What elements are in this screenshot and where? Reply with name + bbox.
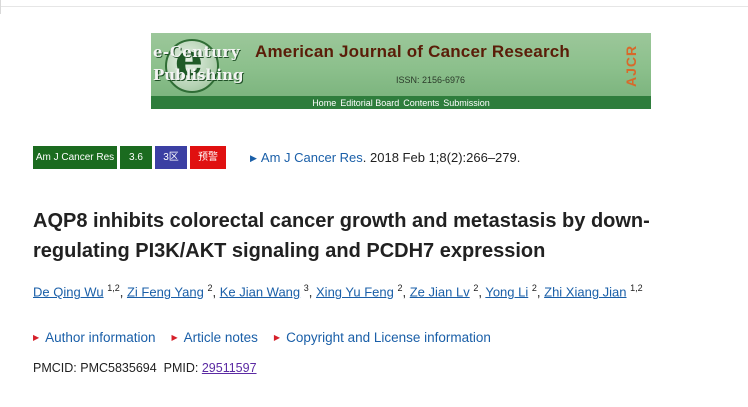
author-link[interactable]: De Qing Wu (33, 284, 104, 300)
banner-band (151, 33, 651, 96)
publisher-logo-icon (165, 39, 219, 93)
author-affiliation: 1,2 (107, 283, 120, 293)
citation-line: ▶ Am J Cancer Res. 2018 Feb 1;8(2):266–27… (250, 150, 520, 165)
author-separator: , (402, 284, 410, 300)
author-information-label: Author information (45, 330, 156, 345)
author-affiliation: 2 (207, 283, 213, 293)
journal-issn: ISSN: 2156-6976 (396, 75, 466, 85)
triangle-right-icon: ▶ (250, 153, 257, 163)
banner-nav-contents[interactable]: Contents (403, 97, 440, 108)
author-link[interactable]: Xing Yu Feng (316, 284, 394, 300)
banner-nav-editorial-board[interactable]: Editorial Board (340, 97, 400, 108)
journal-title: American Journal of Cancer Research (255, 42, 571, 61)
copyright-license-toggle[interactable]: ▶ Copyright and License information (274, 330, 491, 345)
author-separator: , (478, 284, 486, 300)
article-title: AQP8 inhibits colorectal cancer growth a… (33, 210, 650, 262)
journal-badges: Am J Cancer Res 3.6 3区 预警 (33, 146, 226, 169)
journal-abbrev-mark: AJCR (623, 44, 639, 88)
banner-nav: Home Editorial Board Contents Submission (151, 96, 651, 109)
publisher-name-line2: Publishing (153, 66, 244, 84)
author-link[interactable]: Ke Jian Wang (219, 284, 301, 300)
pmid-link[interactable]: 29511597 (201, 361, 257, 375)
pmcid-label: PMCID: (33, 361, 81, 375)
author-link[interactable]: Zi Feng Yang (126, 284, 204, 300)
journal-banner[interactable]: e e-Century Publishing American Journal … (151, 33, 651, 109)
author-separator: , (212, 284, 220, 300)
author-information-toggle[interactable]: ▶ Author information (33, 330, 155, 345)
author-separator: , (536, 284, 545, 300)
author-link[interactable]: Ze Jian Lv (409, 284, 470, 300)
author-affiliation: 2 (531, 283, 537, 293)
impact-factor-badge[interactable]: 3.6 (120, 146, 152, 169)
triangle-right-icon: ▶ (33, 333, 40, 342)
triangle-right-icon: ▶ (171, 333, 178, 342)
pmid-label: PMID: (163, 361, 202, 375)
author-affiliation: 2 (473, 283, 479, 293)
journal-badge[interactable]: Am J Cancer Res (33, 146, 117, 169)
author-separator: , (119, 284, 127, 300)
author-affiliation: 3 (303, 283, 309, 293)
article-notes-toggle[interactable]: ▶ Article notes (171, 330, 257, 345)
author-link[interactable]: Yong Li (485, 284, 529, 300)
citation-journal-link[interactable]: Am J Cancer Res (260, 150, 363, 165)
pmcid-value: PMC5835694 (80, 361, 157, 375)
copyright-license-label: Copyright and License information (286, 330, 491, 345)
article-section-toggles: ▶ Author information ▶ Article notes ▶ Copy… (33, 330, 491, 345)
publisher-name-line1: e-Century (153, 43, 241, 61)
page-corner-mark (0, 0, 5, 14)
author-separator: , (308, 284, 317, 300)
author-affiliation: 2 (397, 283, 403, 293)
banner-nav-home[interactable]: Home (312, 97, 337, 108)
zone-badge[interactable]: 3区 (155, 146, 187, 169)
author-link[interactable]: Zhi Xiang Jian (544, 284, 627, 300)
banner-nav-submission[interactable]: Submission (443, 97, 490, 108)
page-top-border (0, 0, 748, 14)
warning-badge[interactable]: 预警 (190, 146, 226, 169)
article-identifiers: PMCID: PMC5835694 PMID: 29511597 (33, 361, 257, 375)
author-list: De Qing Wu 1,2, Zi Feng Yang 2, Ke Jian … (33, 283, 643, 299)
citation-details: . 2018 Feb 1;8(2):266–279. (362, 150, 521, 165)
author-affiliation: 1,2 (630, 283, 643, 293)
publisher-logo-letter: e (175, 35, 203, 86)
triangle-right-icon: ▶ (273, 333, 281, 342)
article-notes-label: Article notes (183, 330, 258, 345)
